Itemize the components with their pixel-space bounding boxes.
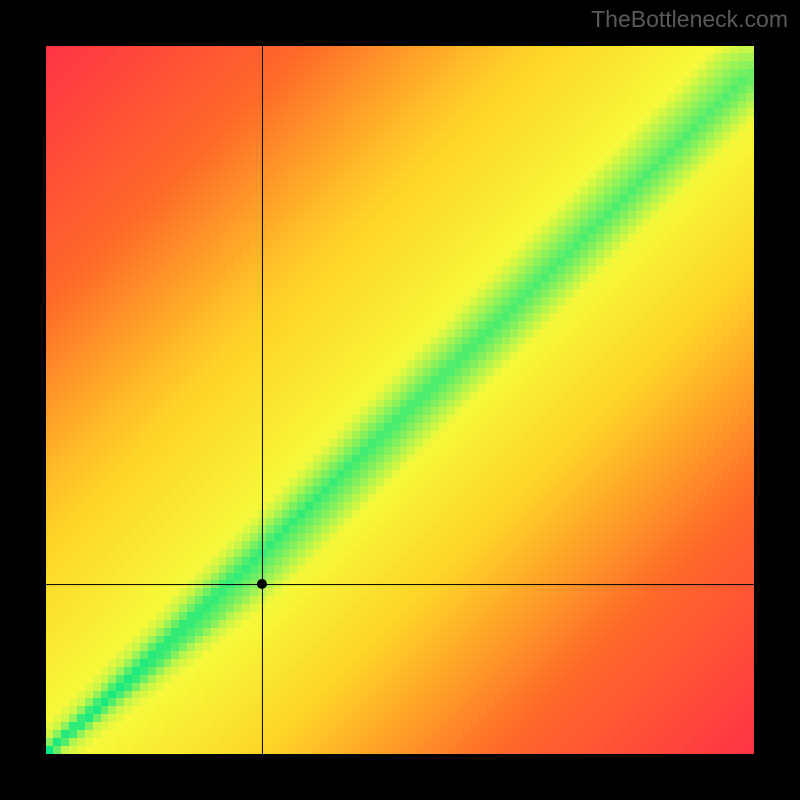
plot-area [46, 46, 754, 754]
attribution-text: TheBottleneck.com [591, 6, 788, 33]
heatmap-canvas [46, 46, 754, 754]
chart-container: TheBottleneck.com [0, 0, 800, 800]
